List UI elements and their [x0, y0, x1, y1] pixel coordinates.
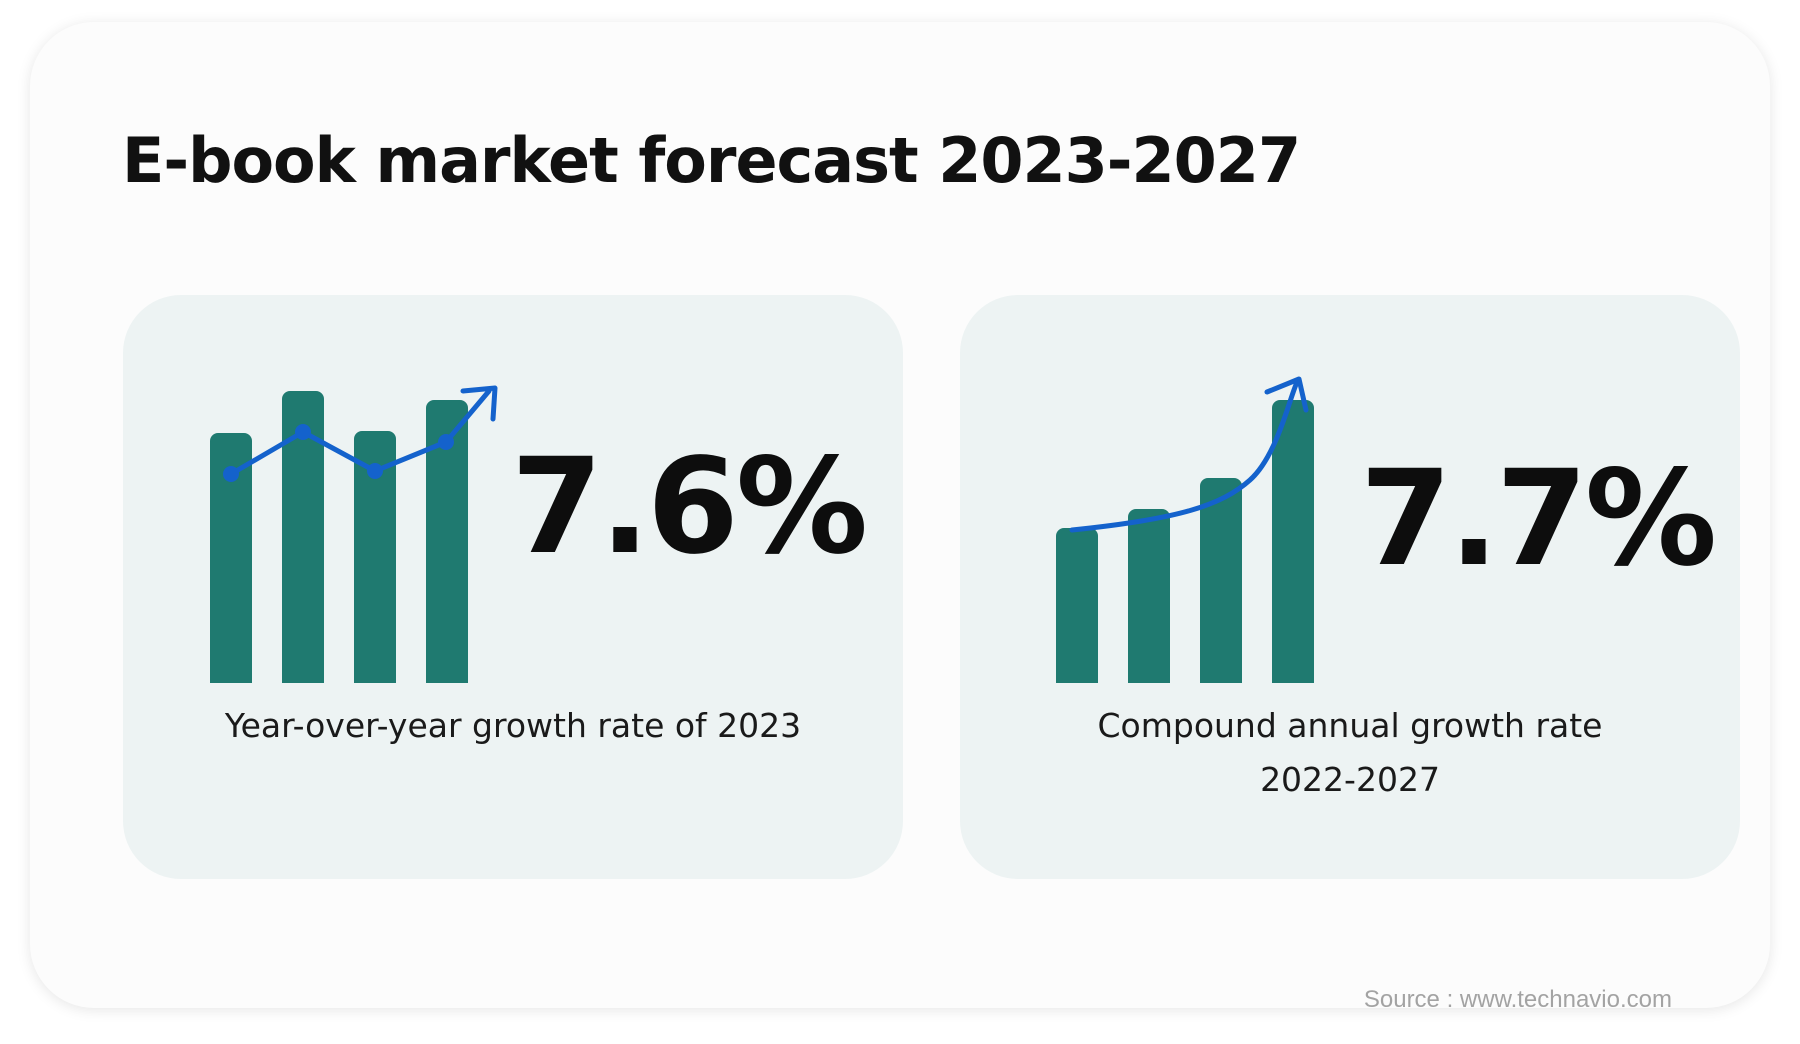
yoy-growth-caption: Year-over-year growth rate of 2023 — [123, 699, 903, 753]
icon-trend-line — [223, 385, 498, 482]
icon-bar-3 — [1200, 478, 1242, 683]
icon-bar-1 — [1056, 528, 1098, 683]
icon-bar-2 — [282, 391, 324, 683]
page-title: E-book market forecast 2023-2027 — [122, 124, 1301, 197]
infographic-card: E-book market forecast 2023-2027 7.6% Ye… — [30, 22, 1770, 1013]
icon-bar-4 — [1272, 400, 1314, 683]
cagr-caption-line-2: 2022-2027 — [1260, 760, 1440, 799]
trend-point-4 — [438, 434, 454, 450]
cagr-caption: Compound annual growth rate 2022-2027 — [960, 699, 1740, 807]
icon-bars — [210, 391, 468, 683]
icon-bar-1 — [210, 433, 252, 683]
bar-chart-line-up-icon — [210, 385, 498, 683]
icon-bar-4 — [426, 400, 468, 683]
bar-chart-curve-up-icon — [1056, 376, 1314, 683]
trend-point-2 — [295, 424, 311, 440]
icon-bar-2 — [1128, 509, 1170, 683]
icon-bars — [1056, 400, 1314, 683]
cagr-panel: 7.7% Compound annual growth rate 2022-20… — [960, 295, 1740, 879]
source-credit: Source : www.technavio.com — [1363, 986, 1672, 1013]
icon-trend-curve — [1069, 376, 1309, 533]
trend-arrowhead — [460, 385, 498, 422]
yoy-growth-panel: 7.6% Year-over-year growth rate of 2023 — [123, 295, 903, 879]
cagr-caption-line-1: Compound annual growth rate — [1097, 706, 1603, 745]
trend-point-1 — [223, 466, 239, 482]
yoy-caption-line-1: Year-over-year growth rate of 2023 — [224, 706, 802, 745]
trend-point-3 — [367, 463, 383, 479]
trend-arrowhead — [1264, 376, 1309, 413]
cagr-value: 7.7% — [1360, 442, 1717, 596]
icon-bar-3 — [354, 431, 396, 683]
yoy-growth-value: 7.6% — [511, 430, 868, 584]
trend-curve — [1069, 377, 1301, 533]
